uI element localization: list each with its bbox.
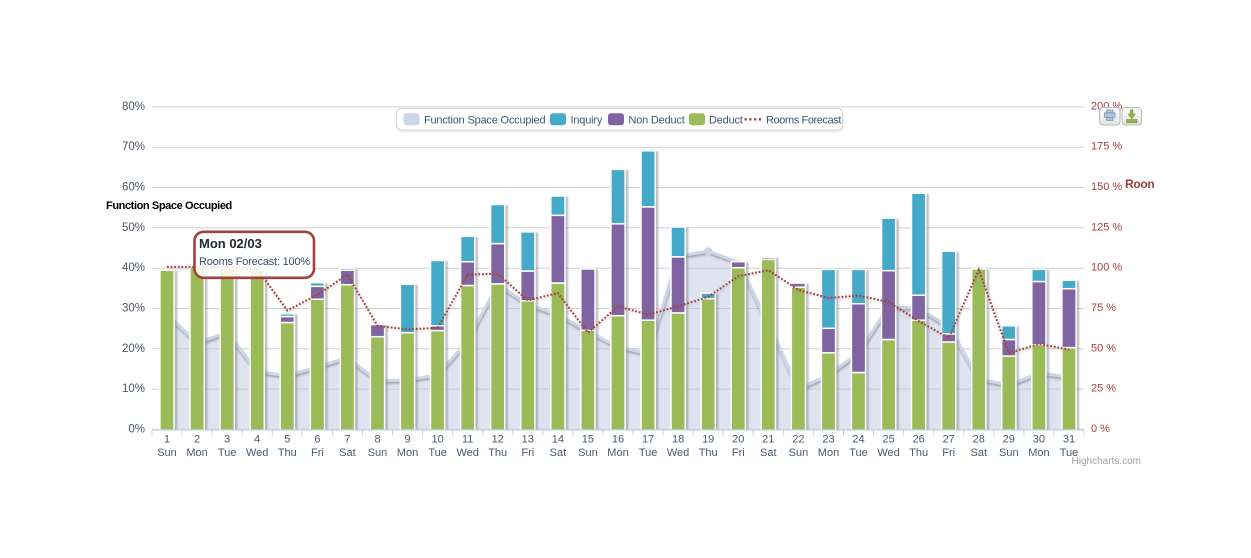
- svg-text:0%: 0%: [128, 423, 145, 435]
- svg-text:Thu: Thu: [278, 447, 297, 459]
- svg-text:Sun: Sun: [578, 447, 598, 459]
- svg-text:Thu: Thu: [699, 447, 718, 459]
- svg-text:50%: 50%: [122, 222, 145, 234]
- svg-text:Fri: Fri: [521, 447, 534, 459]
- svg-text:16: 16: [612, 434, 624, 446]
- svg-text:1: 1: [164, 434, 170, 446]
- svg-text:2: 2: [194, 434, 200, 446]
- svg-text:31: 31: [1063, 434, 1075, 446]
- svg-text:Deduct: Deduct: [709, 115, 743, 127]
- svg-text:6: 6: [314, 434, 320, 446]
- svg-text:75 %: 75 %: [1091, 302, 1116, 314]
- svg-text:Tue: Tue: [218, 447, 237, 459]
- svg-text:Sun: Sun: [157, 447, 177, 459]
- svg-text:3: 3: [224, 434, 230, 446]
- svg-text:Wed: Wed: [667, 447, 689, 459]
- svg-text:100 %: 100 %: [1091, 262, 1122, 274]
- svg-text:Wed: Wed: [456, 447, 478, 459]
- svg-text:10: 10: [431, 434, 443, 446]
- svg-text:Mon: Mon: [607, 447, 628, 459]
- svg-text:Roon: Roon: [1125, 177, 1154, 191]
- svg-text:11: 11: [462, 434, 473, 446]
- svg-text:Mon: Mon: [186, 447, 207, 459]
- svg-text:Tue: Tue: [428, 447, 447, 459]
- svg-text:Highcharts.com: Highcharts.com: [1072, 456, 1141, 467]
- svg-text:Fri: Fri: [311, 447, 324, 459]
- svg-text:28: 28: [973, 434, 985, 446]
- svg-text:Tue: Tue: [1060, 447, 1079, 459]
- svg-text:70%: 70%: [122, 141, 145, 153]
- svg-text:Sun: Sun: [368, 447, 388, 459]
- svg-text:25 %: 25 %: [1091, 383, 1116, 395]
- svg-text:Fri: Fri: [732, 447, 745, 459]
- svg-text:19: 19: [702, 434, 714, 446]
- svg-text:Wed: Wed: [246, 447, 268, 459]
- svg-text:9: 9: [404, 434, 410, 446]
- svg-text:Inquiry: Inquiry: [571, 115, 603, 127]
- svg-text:125 %: 125 %: [1091, 221, 1122, 233]
- svg-text:Function Space Occupied: Function Space Occupied: [424, 115, 545, 127]
- svg-text:20%: 20%: [122, 343, 145, 355]
- svg-text:Sat: Sat: [339, 447, 356, 459]
- svg-text:150 %: 150 %: [1091, 181, 1122, 193]
- svg-text:Non Deduct: Non Deduct: [629, 115, 685, 127]
- svg-text:10%: 10%: [122, 383, 145, 395]
- svg-text:24: 24: [852, 434, 864, 446]
- svg-text:7: 7: [344, 434, 350, 446]
- svg-text:5: 5: [284, 434, 290, 446]
- svg-text:8: 8: [374, 434, 380, 446]
- svg-text:Fri: Fri: [942, 447, 955, 459]
- svg-text:25: 25: [882, 434, 894, 446]
- svg-text:30: 30: [1033, 434, 1045, 446]
- svg-text:Function Space Occupied: Function Space Occupied: [106, 200, 232, 212]
- svg-text:Mon: Mon: [397, 447, 418, 459]
- svg-text:29: 29: [1003, 434, 1015, 446]
- svg-text:Mon 02/03: Mon 02/03: [199, 236, 262, 251]
- svg-text:26: 26: [912, 434, 924, 446]
- svg-text:12: 12: [492, 434, 504, 446]
- svg-text:Thu: Thu: [488, 447, 507, 459]
- svg-text:22: 22: [792, 434, 804, 446]
- svg-text:Sun: Sun: [999, 447, 1019, 459]
- svg-text:30%: 30%: [122, 303, 145, 315]
- svg-text:Sat: Sat: [760, 447, 777, 459]
- svg-text:175 %: 175 %: [1091, 141, 1122, 153]
- svg-text:Mon: Mon: [818, 447, 839, 459]
- svg-text:Mon: Mon: [1028, 447, 1049, 459]
- svg-text:18: 18: [672, 434, 684, 446]
- svg-text:Sat: Sat: [971, 447, 988, 459]
- svg-text:Rooms Forecast: Rooms Forecast: [766, 115, 841, 127]
- svg-text:14: 14: [552, 434, 564, 446]
- svg-text:Sun: Sun: [789, 447, 809, 459]
- svg-text:17: 17: [642, 434, 654, 446]
- svg-text:Tue: Tue: [639, 447, 658, 459]
- svg-text:Wed: Wed: [877, 447, 899, 459]
- svg-text:23: 23: [822, 434, 834, 446]
- svg-text:50 %: 50 %: [1091, 342, 1116, 354]
- svg-text:Tue: Tue: [849, 447, 868, 459]
- svg-text:21: 21: [762, 434, 774, 446]
- svg-text:13: 13: [522, 434, 534, 446]
- svg-text:0 %: 0 %: [1091, 423, 1110, 435]
- svg-text:15: 15: [582, 434, 594, 446]
- svg-text:Sat: Sat: [550, 447, 567, 459]
- svg-text:4: 4: [254, 434, 260, 446]
- svg-text:80%: 80%: [122, 101, 145, 113]
- svg-text:20: 20: [732, 434, 744, 446]
- svg-text:Rooms Forecast: 100%: Rooms Forecast: 100%: [199, 256, 310, 268]
- svg-text:40%: 40%: [122, 262, 145, 274]
- svg-text:Thu: Thu: [909, 447, 928, 459]
- svg-text:27: 27: [943, 434, 955, 446]
- svg-text:60%: 60%: [122, 182, 145, 194]
